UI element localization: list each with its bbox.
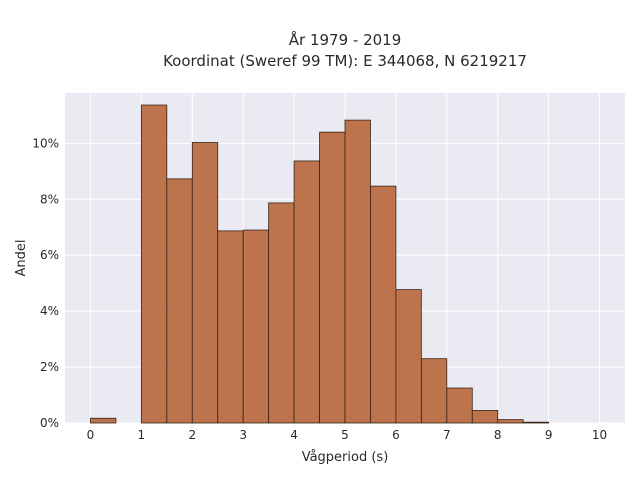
y-tick-label: 0% [40,416,59,430]
x-tick-label: 0 [87,428,95,442]
x-tick-label: 1 [138,428,146,442]
histogram-bar [319,131,346,424]
x-tick-label: 5 [341,428,349,442]
y-tick-label: 8% [40,192,59,206]
histogram-bar [471,410,499,424]
histogram-bar [166,178,193,424]
x-tick-label: 9 [545,428,553,442]
y-tick-label: 4% [40,304,59,318]
y-tick-label: 10% [32,136,59,150]
y-tick-label: 6% [40,248,59,262]
y-tick-labels: 0% 2% 4% 6% 8% 10% [32,136,59,430]
y-axis-label: Andel [14,240,29,277]
histogram-bar [522,421,550,424]
histogram-bar [90,417,117,424]
histogram-bar [370,185,397,424]
chart-title-line1: År 1979 - 2019 [289,30,402,49]
x-tick-label: 2 [188,428,196,442]
x-tick-label: 4 [290,428,298,442]
chart-title-line2: Koordinat (Sweref 99 TM): E 344068, N 62… [163,52,527,70]
x-tick-label: 10 [592,428,607,442]
x-axis-label: Vågperiod (s) [302,450,389,465]
histogram-bar [395,289,422,424]
histogram-bar [191,142,219,424]
histogram-bar [497,419,524,424]
histogram-bar [446,387,473,424]
histogram-bar [217,230,244,424]
histogram-bar [242,229,270,424]
y-tick-label: 2% [40,360,59,374]
histogram-bar [140,104,168,424]
x-tick-label: 3 [239,428,247,442]
x-tick-label: 8 [494,428,502,442]
x-tick-labels: 0 1 2 3 4 5 6 7 8 9 10 [87,428,608,442]
x-tick-label: 6 [392,428,400,442]
histogram-bar [268,202,295,424]
histogram-bar [293,160,320,424]
x-tick-label: 7 [443,428,451,442]
histogram-bar [420,358,448,424]
histogram-bars [90,104,550,424]
histogram-bar [344,119,371,424]
